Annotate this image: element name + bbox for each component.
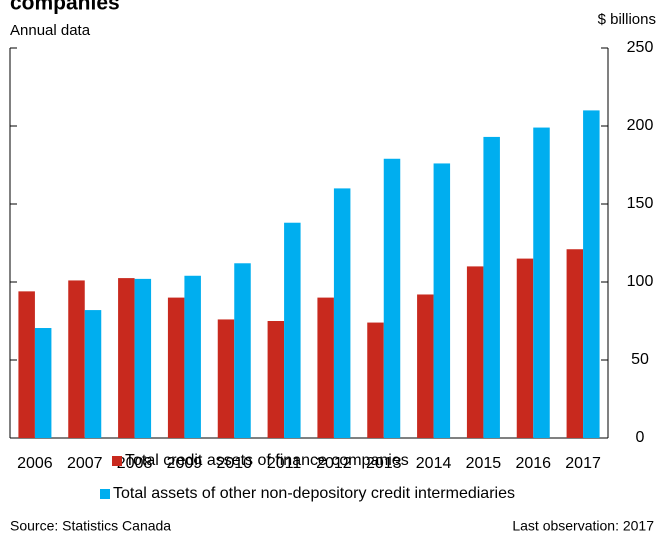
x-tick-label: 2009 bbox=[167, 455, 203, 472]
source: Source: Statistics Canada bbox=[10, 518, 171, 534]
bar bbox=[118, 278, 135, 438]
y-tick-label: 50 bbox=[631, 351, 649, 368]
x-tick-label: 2008 bbox=[117, 455, 153, 472]
bar bbox=[417, 294, 434, 438]
bar bbox=[533, 127, 550, 438]
legend-label: Total credit assets of finance companies bbox=[125, 452, 409, 469]
bar bbox=[234, 263, 251, 438]
y-tick-label: 150 bbox=[627, 195, 654, 212]
x-tick-label: 2011 bbox=[267, 455, 302, 472]
y-tick-label: 200 bbox=[627, 117, 654, 134]
bar bbox=[566, 249, 584, 438]
bar bbox=[483, 136, 500, 439]
x-tick-label: 2017 bbox=[565, 455, 601, 472]
legend-label: Total assets of other non-depository cre… bbox=[113, 485, 515, 502]
bar bbox=[134, 278, 152, 438]
x-tick-label: 2012 bbox=[316, 455, 352, 472]
bar bbox=[217, 319, 235, 438]
x-tick-label: 2015 bbox=[466, 455, 502, 472]
y-tick-label: 0 bbox=[636, 429, 645, 446]
bar bbox=[383, 158, 401, 438]
x-tick-label: 2006 bbox=[17, 455, 53, 472]
chart-subtitle: Annual data bbox=[10, 22, 91, 39]
bar bbox=[433, 163, 451, 438]
x-tick-label: 2010 bbox=[216, 455, 252, 472]
bar bbox=[167, 297, 185, 438]
x-tick-label: 2007 bbox=[67, 455, 103, 472]
note: Last observation: 2017 bbox=[512, 518, 654, 534]
bar bbox=[367, 322, 384, 438]
legend-swatch bbox=[112, 456, 122, 466]
bar bbox=[184, 275, 201, 438]
bar bbox=[466, 266, 484, 438]
bar bbox=[84, 310, 102, 438]
bar bbox=[333, 188, 351, 438]
x-tick-label: 2014 bbox=[416, 455, 452, 472]
unit-label: $ billions bbox=[598, 11, 656, 28]
bar bbox=[284, 222, 301, 438]
bar bbox=[267, 321, 285, 438]
bar bbox=[68, 280, 85, 438]
chart-title: companies bbox=[10, 0, 120, 15]
y-tick-label: 100 bbox=[627, 273, 654, 290]
y-tick-label: 250 bbox=[627, 39, 654, 56]
x-tick-label: 2016 bbox=[515, 455, 551, 472]
x-tick-label: 2013 bbox=[366, 455, 402, 472]
bar bbox=[18, 291, 35, 438]
bar bbox=[583, 110, 600, 439]
bar bbox=[516, 258, 534, 438]
bar bbox=[34, 328, 52, 438]
bar bbox=[317, 297, 334, 438]
legend-swatch bbox=[100, 489, 110, 499]
